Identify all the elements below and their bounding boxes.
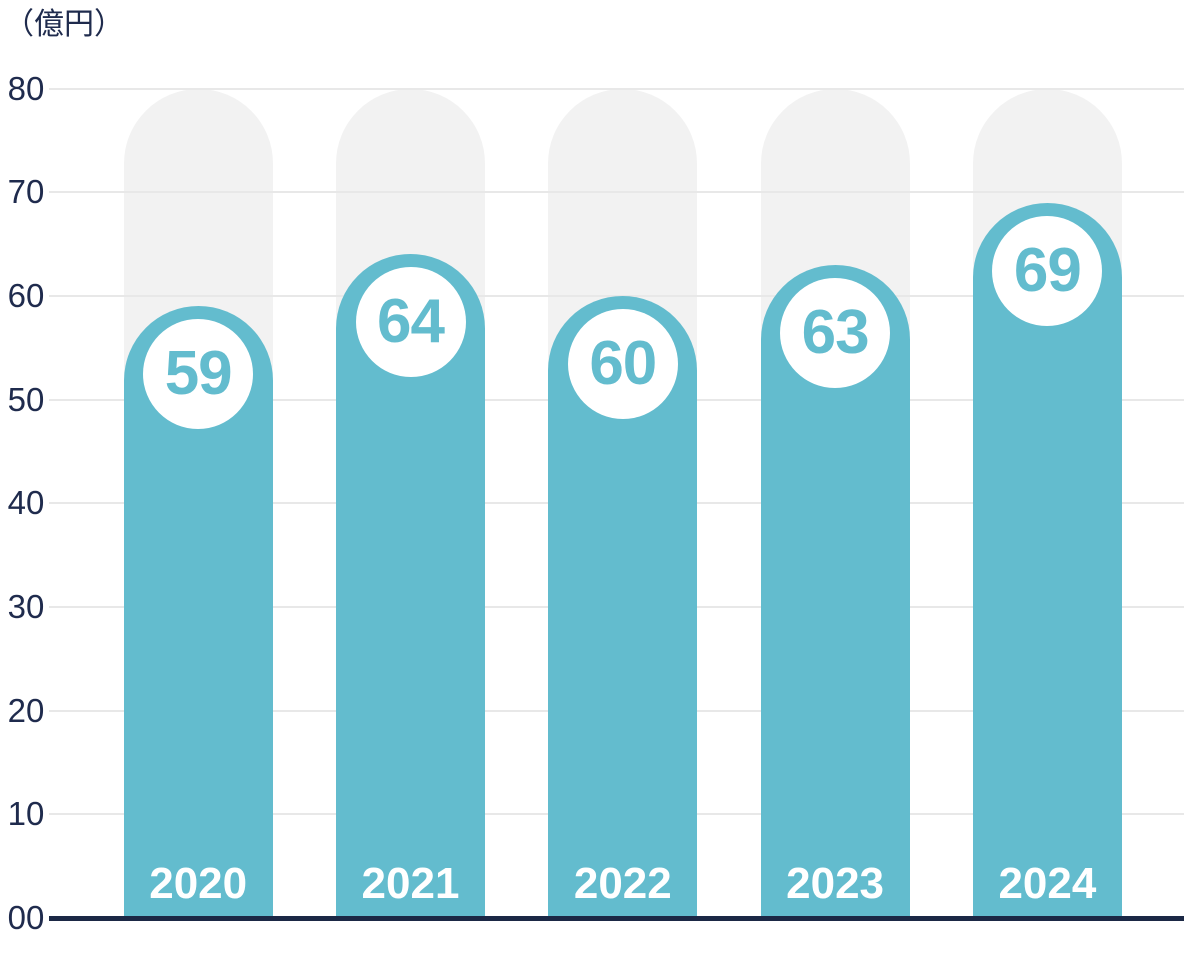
bar-value-label: 63 (801, 297, 870, 367)
value-badge: 63 (780, 277, 891, 388)
x-axis-line (49, 916, 1184, 921)
y-axis-tick-label: 10 (7, 795, 45, 833)
y-axis-tick-label: 60 (7, 276, 45, 314)
bar-group: 60 2022 (548, 0, 698, 970)
value-badge: 59 (143, 319, 254, 430)
bar-group: 64 2021 (336, 0, 485, 970)
bar: 59 2020 (123, 306, 273, 916)
bar-category-label: 2021 (361, 859, 460, 908)
y-axis-tick-label: 80 (7, 69, 45, 107)
y-axis-tick-label: 00 (7, 899, 45, 936)
bar-category-label: 2022 (573, 859, 672, 908)
bar: 64 2021 (336, 254, 485, 916)
y-axis-tick-label: 40 (7, 484, 45, 522)
bar-group: 69 2024 (972, 0, 1122, 970)
bar: 69 2024 (972, 202, 1122, 916)
bar: 60 2022 (548, 295, 698, 916)
bar-value-label: 64 (377, 287, 445, 357)
bar-group: 59 2020 (123, 0, 273, 970)
y-axis-tick-label: 50 (7, 380, 45, 418)
bar-value-label: 60 (589, 328, 657, 398)
bar-value-label: 69 (1013, 235, 1082, 305)
y-axis-tick-label: 20 (7, 691, 45, 729)
bar-category-label: 2023 (786, 859, 885, 908)
bar-category-label: 2024 (998, 859, 1097, 908)
gridline (49, 191, 1184, 194)
value-badge: 69 (992, 215, 1103, 326)
value-badge: 60 (567, 308, 678, 419)
bar-value-label: 59 (164, 339, 233, 409)
gridline (49, 87, 1184, 90)
y-axis-tick-label: 30 (7, 587, 45, 625)
bar: 63 2023 (760, 264, 910, 916)
value-badge: 64 (355, 267, 466, 378)
y-axis-unit-label: （億円） (4, 8, 124, 41)
y-axis-tick-label: 70 (7, 173, 45, 211)
bar-group: 63 2023 (760, 0, 910, 970)
bar-category-label: 2020 (149, 859, 248, 908)
